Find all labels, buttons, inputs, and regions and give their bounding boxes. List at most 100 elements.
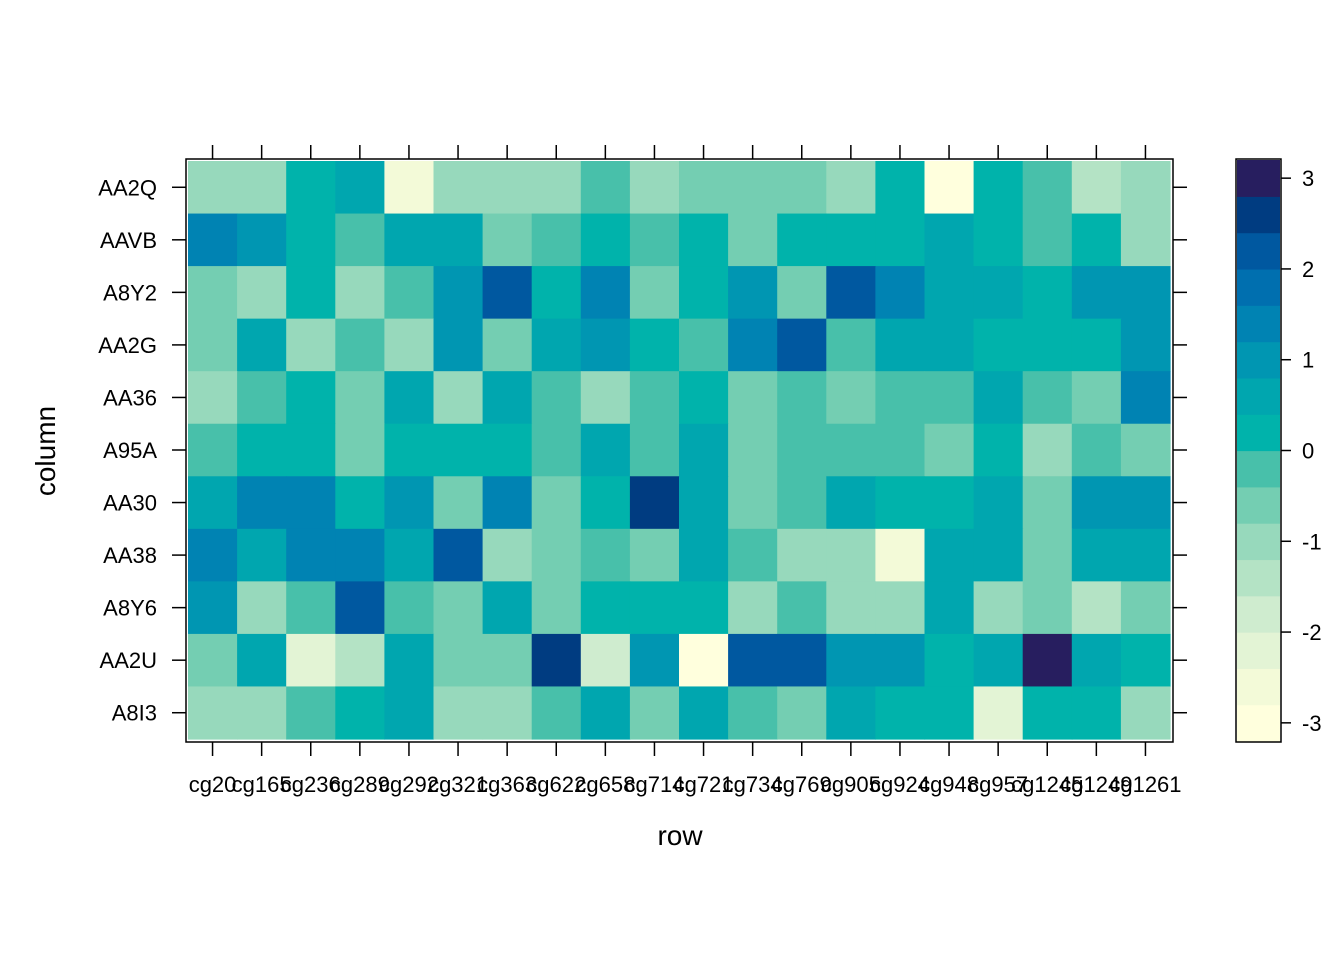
x-tick-label: cg734	[723, 772, 783, 797]
heatmap-cell	[580, 371, 631, 425]
heatmap-cell	[433, 686, 484, 740]
colorbar-swatch	[1237, 559, 1280, 597]
heatmap-cell	[1022, 581, 1073, 635]
heatmap-cell	[482, 213, 533, 267]
heatmap-cell	[531, 266, 582, 320]
heatmap-cell	[188, 371, 238, 425]
colorbar-tick-label: 2	[1302, 257, 1314, 282]
heatmap-cell	[580, 213, 631, 267]
heatmap-cell	[1022, 266, 1073, 320]
heatmap-cell	[875, 161, 926, 215]
heatmap-cell	[1120, 371, 1171, 425]
heatmap-cell	[482, 266, 533, 320]
heatmap-cell	[286, 266, 336, 320]
heatmap-cell	[826, 686, 876, 740]
heatmap-cell	[580, 318, 631, 372]
colorbar-swatch	[1237, 232, 1280, 270]
heatmap-cell	[286, 318, 336, 372]
heatmap-cell	[188, 686, 238, 740]
heatmap-cell	[384, 423, 435, 477]
heatmap-cell	[924, 686, 975, 740]
heatmap-cell	[1071, 318, 1122, 372]
heatmap-cell	[1022, 318, 1073, 372]
colorbar-tick-label: -1	[1302, 529, 1322, 554]
heatmap-cell	[531, 371, 582, 425]
heatmap-cell	[384, 161, 435, 215]
heatmap-cell	[1071, 423, 1122, 477]
heatmap-cell	[531, 213, 582, 267]
heatmap-cell	[728, 161, 778, 215]
heatmap-cell	[679, 581, 729, 635]
heatmap-cell	[629, 476, 680, 530]
heatmap-cell	[237, 476, 287, 530]
heatmap-cell	[728, 686, 778, 740]
heatmap-cell	[482, 423, 533, 477]
colorbar-swatch	[1237, 377, 1280, 415]
heatmap-cell	[1120, 318, 1171, 372]
heatmap-cell	[728, 633, 778, 688]
heatmap-cell	[1120, 633, 1171, 688]
heatmap-cell	[384, 528, 435, 582]
heatmap-cell	[237, 213, 287, 267]
heatmap-cell	[531, 686, 582, 740]
heatmap-cell	[1120, 266, 1171, 320]
heatmap-cell	[335, 266, 385, 320]
heatmap-cell	[286, 213, 336, 267]
heatmap-cell	[188, 318, 238, 372]
colorbar-swatch	[1237, 305, 1280, 343]
heatmap-cell	[384, 213, 435, 267]
heatmap-cell	[188, 476, 238, 530]
colorbar-tick-label: 1	[1302, 348, 1314, 373]
heatmap-cell	[1071, 266, 1122, 320]
heatmap-cell	[433, 371, 484, 425]
heatmap-cell	[973, 371, 1024, 425]
heatmap-cell	[335, 161, 385, 215]
y-tick-label: AA2U	[100, 648, 157, 673]
heatmap-cell	[728, 266, 778, 320]
heatmap-cell	[384, 686, 435, 740]
x-tick-label: cg622	[526, 772, 586, 797]
x-tick-label: cg321	[428, 772, 488, 797]
x-axis-ticks: cg20cg165cg236cg289cg292cg321cg363cg622c…	[189, 145, 1182, 797]
heatmap-cell	[728, 318, 778, 372]
x-tick-label: cg292	[379, 772, 439, 797]
heatmap-cell	[875, 266, 926, 320]
heatmap-cell	[384, 318, 435, 372]
heatmap-cell	[482, 686, 533, 740]
heatmap-cell	[728, 476, 778, 530]
heatmap-cell	[384, 266, 435, 320]
colorbar-swatch	[1237, 160, 1280, 197]
heatmap-cell	[580, 528, 631, 582]
heatmap-cell	[188, 633, 238, 688]
heatmap-cell	[826, 266, 876, 320]
x-tick-label: cg948	[919, 772, 979, 797]
heatmap-cell	[826, 213, 876, 267]
heatmap-cell	[875, 581, 926, 635]
heatmap-cell	[728, 423, 778, 477]
x-tick-label: cg363	[477, 772, 537, 797]
heatmap-cell	[875, 476, 926, 530]
heatmap-cell	[777, 633, 827, 688]
heatmap-cell	[973, 318, 1024, 372]
colorbar-swatch	[1237, 595, 1280, 633]
heatmap-cell	[580, 581, 631, 635]
heatmap-cell	[188, 213, 238, 267]
y-tick-label: AA38	[103, 543, 157, 568]
heatmap-cell	[237, 633, 287, 688]
heatmap-cell	[237, 528, 287, 582]
heatmap-cell	[188, 423, 238, 477]
heatmap-cell	[286, 371, 336, 425]
heatmap-cell	[237, 581, 287, 635]
heatmap-cell	[777, 686, 827, 740]
heatmap-cell	[1071, 581, 1122, 635]
heatmap-cell	[335, 423, 385, 477]
heatmap-cell	[629, 266, 680, 320]
heatmap-cell	[433, 476, 484, 530]
heatmap-cell	[629, 213, 680, 267]
heatmap-cell	[973, 266, 1024, 320]
heatmap-cell	[924, 633, 975, 688]
heatmap-cell	[433, 423, 484, 477]
colorbar-swatch	[1237, 341, 1280, 379]
heatmap-cell	[1022, 213, 1073, 267]
heatmap-cell	[1022, 528, 1073, 582]
